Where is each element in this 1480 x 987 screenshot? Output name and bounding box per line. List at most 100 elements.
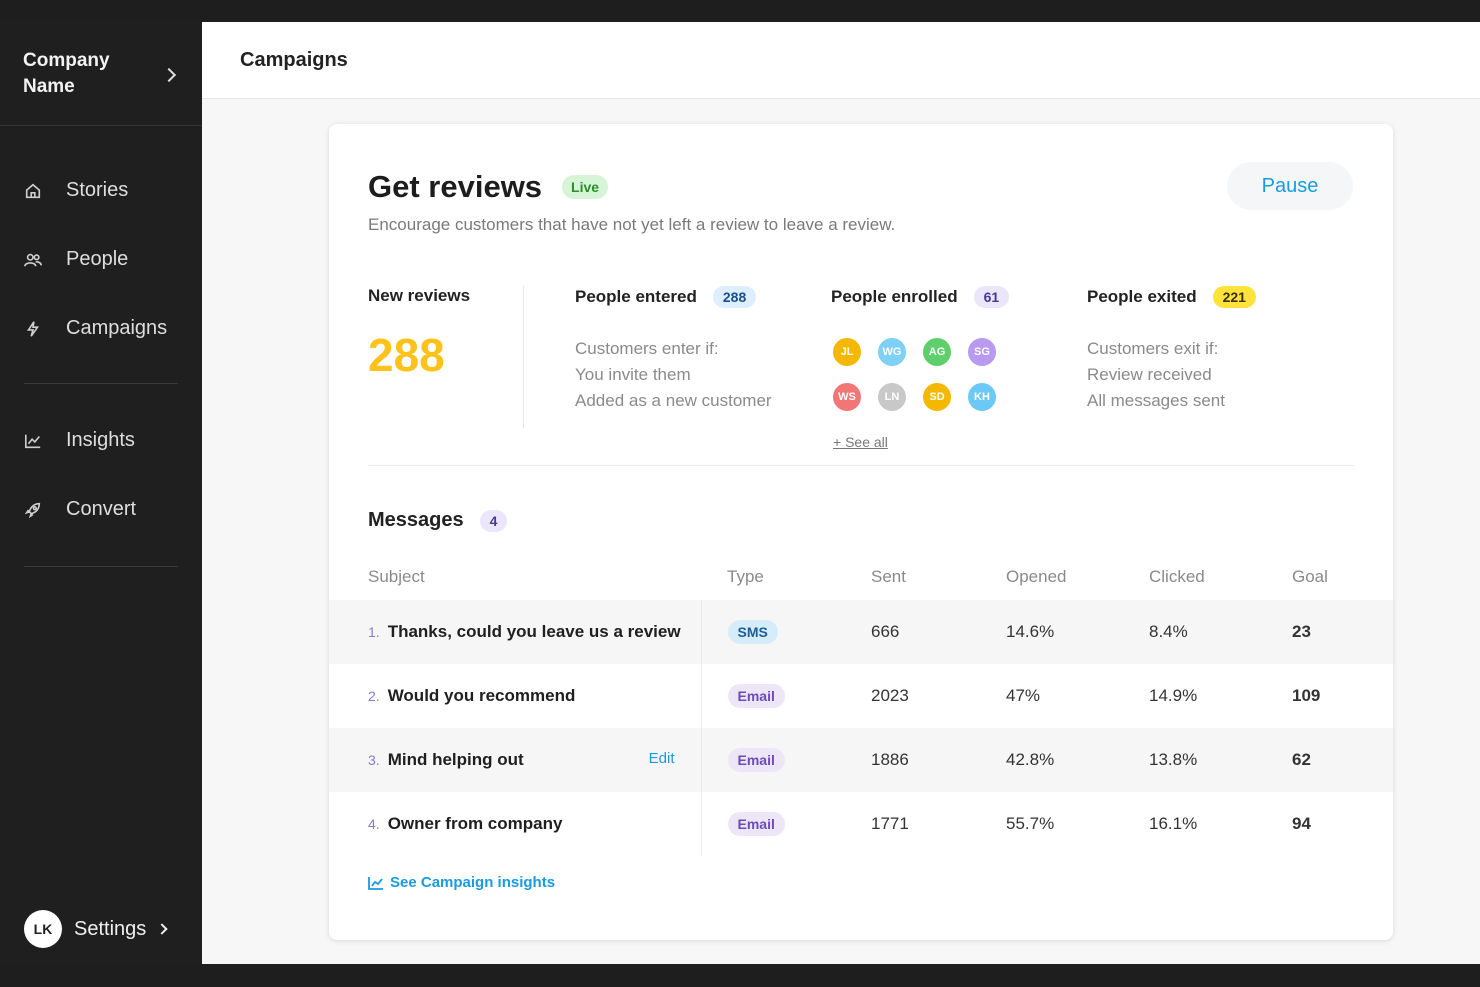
page-title: Campaigns — [240, 49, 348, 71]
topbar: Campaigns — [202, 22, 1480, 99]
edit-link[interactable]: Edit — [648, 750, 675, 767]
opened-cell: 42.8% — [1006, 728, 1149, 792]
divider — [24, 566, 178, 567]
sent-cell: 2023 — [871, 686, 909, 705]
table-row[interactable]: 1. Thanks, could you leave us a review SM… — [329, 600, 1393, 664]
column-header-subject[interactable]: Subject — [368, 567, 425, 586]
exit-conditions: Customers exit if: Review received All m… — [1087, 336, 1256, 414]
opened-cell: 47% — [1006, 686, 1041, 705]
rocket-icon — [23, 500, 43, 520]
sidebar-item-stories[interactable]: Stories — [0, 156, 202, 225]
condition-text: All messages sent — [1087, 391, 1225, 410]
row-number: 2. — [368, 688, 380, 704]
messages-table: Subject Type Sent Opened Clicked Goal 1.… — [329, 554, 1393, 856]
column-header-goal[interactable]: Goal — [1292, 567, 1328, 586]
campaign-stats: New reviews 288 People entered 288 Custo… — [368, 286, 1354, 464]
insights-link-label: See Campaign insights — [390, 874, 556, 891]
chevron-right-icon — [156, 923, 168, 935]
column-header-type[interactable]: Type — [727, 567, 764, 586]
column-header-sent[interactable]: Sent — [871, 567, 906, 586]
table-row[interactable]: 2. Would you recommend Email 2023 47% 14.… — [329, 664, 1393, 728]
sidebar-item-label: People — [66, 248, 129, 270]
sidebar-item-insights[interactable]: Insights — [0, 406, 202, 475]
avatar[interactable]: SG — [966, 336, 998, 368]
avatar[interactable]: JL — [831, 336, 863, 368]
column-header-opened[interactable]: Opened — [1006, 567, 1067, 586]
condition-text: Added as a new customer — [575, 391, 772, 410]
type-cell: SMS — [700, 600, 871, 664]
sidebar-item-label: Campaigns — [66, 317, 168, 339]
avatar[interactable]: WG — [876, 336, 908, 368]
stat-people-entered: People entered 288 Customers enter if: Y… — [575, 286, 772, 414]
message-subject: Mind helping out — [387, 750, 524, 769]
avatar: LK — [24, 910, 62, 948]
campaign-title: Get reviews — [368, 169, 543, 204]
count-badge: 221 — [1212, 286, 1256, 308]
goal-cell: 62 — [1292, 728, 1393, 792]
goal-cell: 23 — [1292, 600, 1393, 664]
type-cell: Email — [700, 792, 871, 856]
status-badge: Live — [562, 175, 609, 199]
avatar[interactable]: WS — [831, 381, 863, 413]
opened-cell: 55.7% — [1006, 814, 1055, 833]
sidebar-item-label: Insights — [66, 429, 135, 451]
campaign-insights-link[interactable]: See Campaign insights — [368, 874, 555, 891]
chart-icon — [368, 876, 383, 890]
table-row[interactable]: 4. Owner from company Email 1771 55.7% 16… — [329, 792, 1393, 856]
type-badge: Email — [727, 812, 785, 836]
type-badge: SMS — [727, 620, 778, 644]
type-badge: Email — [727, 684, 785, 708]
stat-label: People exited — [1087, 287, 1197, 306]
count-badge: 288 — [712, 286, 757, 308]
bolt-icon — [23, 319, 43, 339]
see-all-link[interactable]: + See all — [833, 434, 888, 450]
goal-cell: 109 — [1292, 686, 1321, 705]
subject-cell: 1. Thanks, could you leave us a review — [329, 600, 701, 664]
row-number: 1. — [368, 624, 380, 640]
stat-people-enrolled: People enrolled 61 JL WG AG SG WS LN SD KH + See… — [831, 286, 1051, 458]
condition-text: Customers exit if: — [1087, 339, 1219, 358]
divider — [368, 465, 1354, 466]
company-switcher[interactable]: Company Name — [0, 22, 202, 126]
table-header-row: Subject Type Sent Opened Clicked Goal — [329, 554, 1393, 600]
subject-cell: 3. Mind helping out Edit — [329, 728, 701, 792]
condition-text: You invite them — [575, 365, 691, 384]
sidebar-item-convert[interactable]: Convert — [0, 475, 202, 544]
avatar[interactable]: LN — [876, 381, 908, 413]
sidebar-item-label: Convert — [66, 498, 137, 520]
type-cell: Email — [700, 728, 871, 792]
chart-icon — [23, 431, 43, 451]
avatar[interactable]: SD — [921, 381, 953, 413]
clicked-cell: 14.9% — [1149, 686, 1198, 705]
message-subject: Thanks, could you leave us a review — [387, 622, 681, 641]
condition-text: Customers enter if: — [575, 339, 719, 358]
entry-conditions: Customers enter if: You invite them Adde… — [575, 336, 772, 414]
company-name: Company Name — [23, 50, 110, 97]
sidebar-item-people[interactable]: People — [0, 225, 202, 294]
chevron-right-icon — [161, 67, 177, 83]
home-icon — [23, 181, 43, 201]
divider — [24, 383, 178, 384]
type-cell: Email — [700, 664, 871, 728]
pause-button[interactable]: Pause — [1227, 162, 1353, 210]
opened-cell: 14.6% — [1006, 600, 1149, 664]
column-header-clicked[interactable]: Clicked — [1149, 567, 1205, 586]
table-row[interactable]: 3. Mind helping out Edit Email 1886 42.8%… — [329, 728, 1393, 792]
campaign-description: Encourage customers that have not yet le… — [368, 215, 896, 234]
sent-cell: 1886 — [871, 728, 1006, 792]
goal-cell: 94 — [1292, 814, 1311, 833]
main-content: Campaigns Get reviews Live Encourage cus… — [202, 22, 1480, 964]
row-number: 3. — [368, 752, 380, 768]
settings-button[interactable]: LK Settings — [24, 910, 168, 948]
clicked-cell: 8.4% — [1149, 600, 1292, 664]
sidebar-item-campaigns[interactable]: Campaigns — [0, 294, 202, 363]
stat-label: New reviews — [368, 286, 471, 305]
stat-label: People entered — [575, 287, 697, 306]
sidebar-nav: Stories People Campaigns Insights — [0, 126, 202, 567]
new-reviews-count: 288 — [368, 329, 445, 381]
avatar[interactable]: KH — [966, 381, 998, 413]
avatar[interactable]: AG — [921, 336, 953, 368]
stat-label-row: People exited 221 — [1087, 286, 1256, 308]
stat-label: People enrolled — [831, 287, 958, 306]
messages-header: Messages 4 — [368, 509, 508, 532]
